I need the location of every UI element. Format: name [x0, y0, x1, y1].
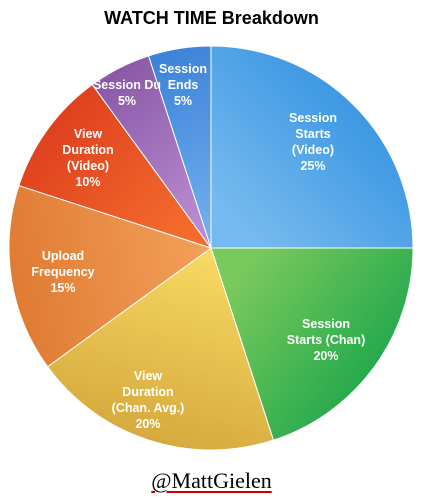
slice-label: View Duration (Chan. Avg.) 20% — [112, 369, 185, 431]
pie-labels: Session Starts (Video) 25% Session Starts (Ch… — [31, 62, 365, 431]
pie-slice — [18, 83, 213, 249]
slice-label: Session Starts (Chan) 20% — [287, 317, 365, 363]
pie-slice — [210, 45, 414, 249]
slice-label: View Duration (Video) 10% — [62, 127, 113, 189]
chart-title: WATCH TIME Breakdown — [104, 8, 319, 28]
slice-label: Upload Frequency 15% — [31, 249, 94, 295]
pie-slice — [8, 184, 213, 368]
author-credit: @MattGielen — [151, 468, 272, 493]
pie-slices — [8, 45, 414, 451]
slice-label: Session Starts (Video) 25% — [289, 111, 337, 173]
pie-slice — [210, 247, 414, 441]
slice-label: Session Ends 5% — [159, 62, 207, 108]
slice-label: Session Du 5% — [93, 78, 161, 108]
pie-slice — [46, 247, 275, 451]
pie-slice — [147, 45, 212, 249]
